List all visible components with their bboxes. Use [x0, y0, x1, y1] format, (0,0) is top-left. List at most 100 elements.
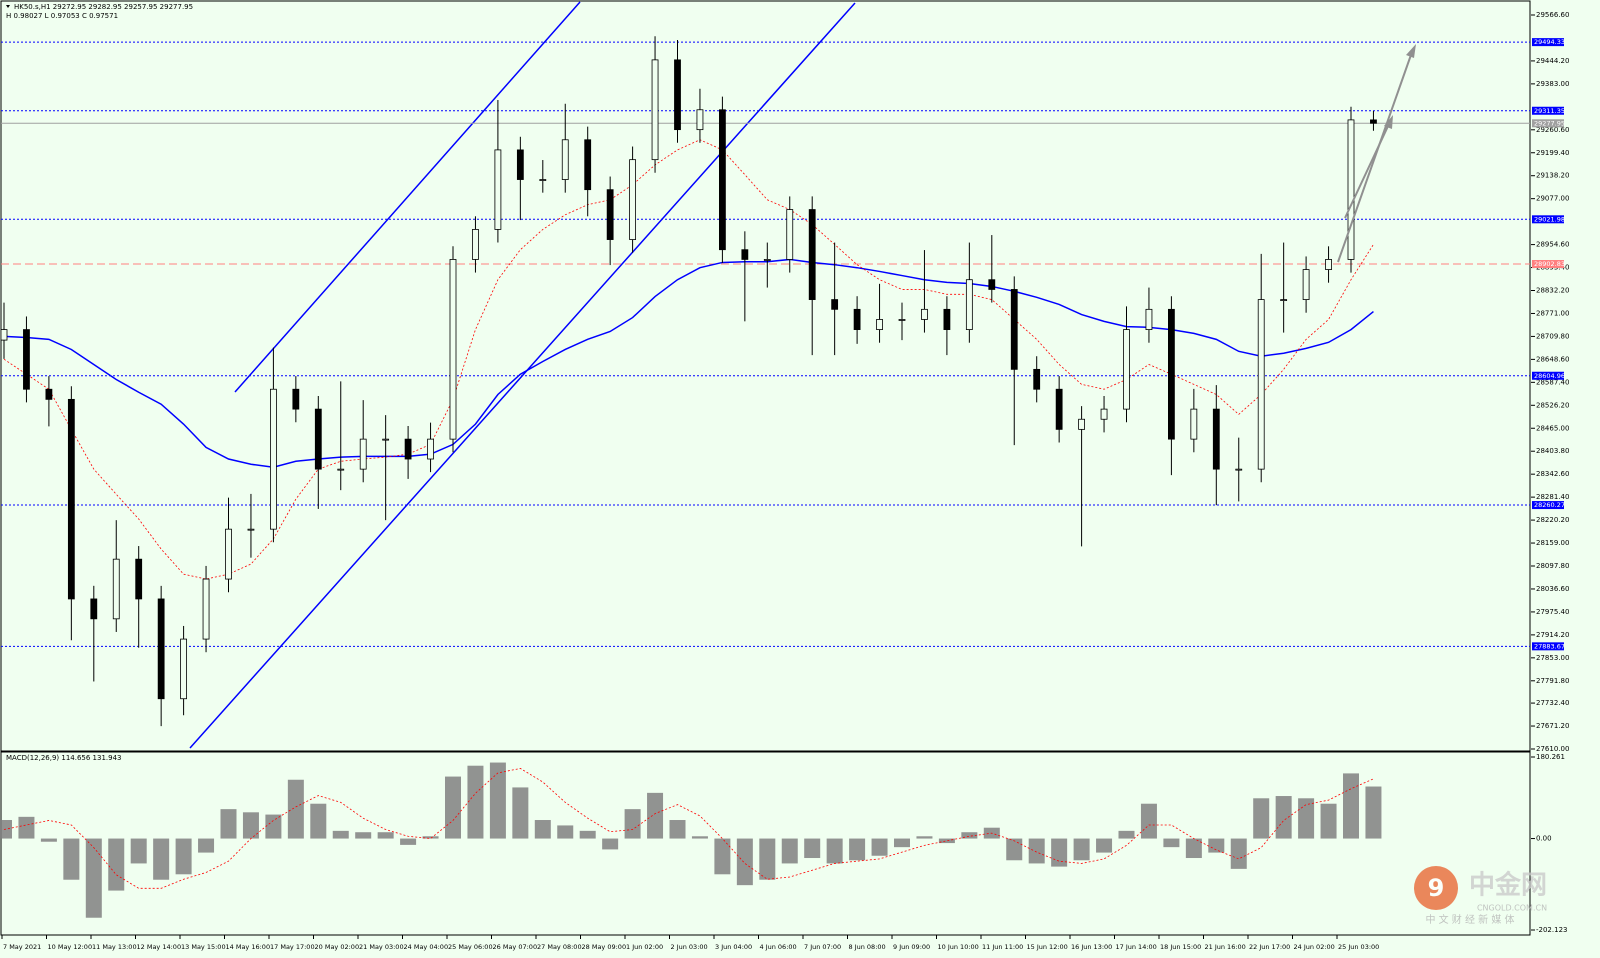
y-tick-label: 27914.20	[1536, 631, 1569, 639]
x-tick-label: 10 May 12:00	[48, 943, 93, 951]
x-tick-label: 14 May 16:00	[226, 943, 271, 951]
macd-bar	[602, 838, 619, 850]
x-tick-label: 25 May 06:00	[448, 943, 493, 951]
candle-body	[965, 279, 973, 330]
macd-bar	[691, 836, 708, 839]
y-tick-label: 29383.00	[1536, 80, 1569, 88]
x-tick-label: 16 Jun 13:00	[1071, 943, 1112, 951]
x-tick-label: 4 Jun 06:00	[760, 943, 797, 951]
x-tick-label: 8 Jun 08:00	[849, 943, 886, 951]
candle-body	[988, 279, 996, 290]
macd-bar	[355, 832, 372, 839]
candle-body	[1010, 289, 1018, 370]
macd-bar	[1230, 838, 1247, 869]
candle-body	[67, 398, 75, 600]
candle-body	[449, 259, 457, 440]
y-tick-label: 28220.20	[1536, 516, 1569, 524]
macd-bar	[400, 838, 417, 845]
candle-body	[629, 159, 636, 240]
candle-body	[494, 149, 502, 230]
y-tick-label: 29260.60	[1536, 126, 1569, 134]
y-tick-label: 27975.40	[1536, 608, 1569, 616]
x-tick-label: 27 May 08:00	[537, 943, 582, 951]
y-tick-label: 29566.60	[1536, 11, 1569, 19]
y-tick-label: 28097.80	[1536, 562, 1569, 570]
level-label: 29021.98	[1534, 215, 1565, 223]
level-label-bg	[1532, 119, 1564, 128]
candle-body	[876, 319, 883, 330]
candle-body	[651, 59, 659, 161]
y-tick-label: 29444.20	[1536, 57, 1569, 65]
x-tick-label: 11 Jun 11:00	[982, 943, 1023, 951]
ohlc-header: H 0.98027 L 0.97053 C 0.97571	[6, 12, 118, 20]
x-tick-label: 25 Jun 03:00	[1338, 943, 1379, 951]
macd-bar	[198, 838, 215, 853]
candle-body	[853, 308, 861, 330]
macd-bar	[310, 803, 327, 839]
macd-bar	[557, 825, 574, 839]
level-label-bg	[1532, 38, 1564, 47]
candle-body	[719, 109, 726, 251]
x-tick-label: 28 May 09:00	[582, 943, 627, 951]
candle-body	[1235, 468, 1243, 471]
candle-body	[1347, 119, 1355, 260]
logo-text: 中金网	[1469, 870, 1547, 901]
y-tick-label: -202.123	[1536, 926, 1567, 934]
candle-body	[539, 179, 547, 181]
macd-bar	[714, 838, 731, 875]
candle-body	[516, 149, 524, 180]
macd-bar	[1275, 796, 1292, 839]
candle-body	[1055, 388, 1063, 430]
y-tick-label: 28709.80	[1536, 332, 1569, 340]
candle-body	[472, 229, 479, 260]
candle-body	[1033, 368, 1041, 390]
macd-bar	[287, 779, 304, 839]
symbol-header: HK50.s,H1 29272.95 29282.95 29257.95 292…	[14, 3, 193, 11]
moving-average	[3, 139, 1374, 580]
level-label: 28260.27	[1534, 501, 1565, 509]
candle-body	[696, 109, 704, 131]
x-tick-label: 21 Jun 16:00	[1205, 943, 1246, 951]
candle-body	[1370, 119, 1377, 124]
x-tick-label: 13 May 15:00	[181, 943, 226, 951]
candle-body	[1325, 259, 1332, 270]
macd-bar	[130, 838, 147, 864]
level-label: 28902.83	[1534, 260, 1565, 268]
logo-mark: 9	[1428, 874, 1445, 902]
candle-body	[112, 558, 120, 620]
macd-bar	[916, 836, 933, 839]
candle-body	[90, 598, 98, 620]
level-label: 29311.35	[1534, 107, 1565, 115]
x-tick-label: 18 Jun 15:00	[1160, 943, 1201, 951]
candle-body	[1078, 418, 1085, 430]
candle-body	[247, 528, 255, 531]
macd-bar	[534, 820, 551, 839]
logo-site: CNGOLD.COM.CN	[1477, 904, 1547, 913]
macd-bar	[781, 838, 798, 864]
x-tick-label: 12 May 14:00	[137, 943, 182, 951]
macd-bar	[1365, 786, 1382, 839]
macd-bar	[1118, 830, 1135, 839]
macd-bar	[467, 765, 484, 839]
macd-bar	[108, 838, 125, 891]
macd-bar	[242, 812, 259, 839]
x-tick-label: 11 May 13:00	[92, 943, 137, 951]
candle-body	[23, 329, 30, 390]
macd-bar	[826, 838, 843, 864]
candle-body	[674, 59, 681, 131]
candle-body	[269, 388, 277, 530]
arrow-head	[1384, 115, 1393, 129]
level-label-bg	[1532, 215, 1564, 224]
macd-bar	[63, 838, 80, 880]
candle-body	[921, 308, 928, 320]
candle-body	[359, 438, 367, 470]
macd-bar	[669, 820, 686, 839]
y-tick-label: 180.261	[1536, 753, 1565, 761]
macd-bar	[1208, 838, 1225, 853]
y-tick-label: 28465.00	[1536, 424, 1569, 432]
collapse-icon[interactable]	[6, 5, 10, 8]
macd-bar	[175, 838, 192, 875]
y-tick-label: 28403.80	[1536, 447, 1569, 455]
y-tick-label: 28648.60	[1536, 355, 1569, 363]
candle-body	[1100, 408, 1108, 420]
